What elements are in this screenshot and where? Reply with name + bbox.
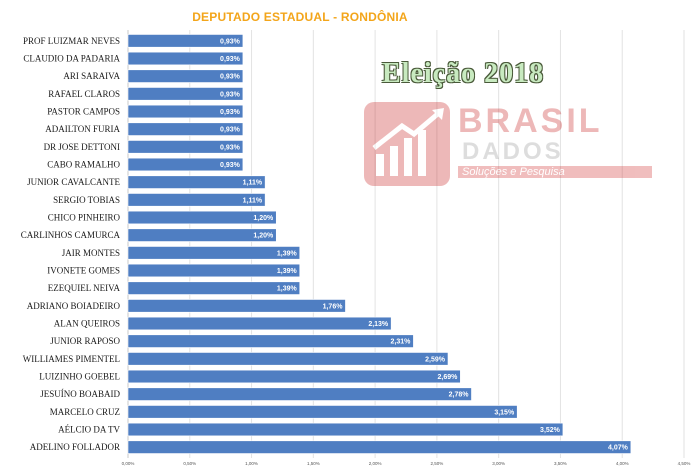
logo-chart-icon [364, 102, 450, 186]
bar [127, 334, 414, 348]
bar-value-label: 1,20% [253, 233, 274, 240]
bar [127, 422, 564, 437]
category-label: ADELINO FOLLADOR [30, 442, 120, 452]
bar-value-label: 1,11% [243, 180, 263, 187]
bar [127, 281, 301, 295]
x-tick-label: 2,00% [369, 461, 382, 466]
bar-value-label: 0,93% [220, 74, 241, 81]
bars: 0,93% 0,93% 0,93% 0,93% 0,93% 0,93% 0,93% 0,93%… [127, 34, 632, 454]
bar [127, 157, 244, 172]
bar-value-label: 2,69% [438, 374, 459, 381]
bar-value-label: 2,78% [449, 392, 470, 399]
bar [127, 193, 266, 207]
bar [127, 51, 244, 66]
bar-value-label: 2,59% [425, 356, 446, 363]
x-tick-label: 0,00% [122, 461, 135, 466]
category-label: CARLINHOS CAMURCA [21, 230, 121, 240]
election-year-overlay: Eleição 2018 [382, 58, 545, 89]
category-label: JESUÍNO BOABAID [40, 389, 120, 399]
category-label: PASTOR CAMPOS [47, 107, 120, 117]
bar-value-label: 0,93% [220, 91, 241, 98]
bar [127, 87, 244, 101]
bar [127, 299, 346, 313]
chart-title: DEPUTADO ESTADUAL - RONDÔNIA [192, 10, 408, 24]
bar-value-label: 1,39% [277, 286, 298, 293]
bar-value-label: 0,93% [220, 162, 241, 169]
category-label: JUNIOR CAVALCANTE [27, 177, 120, 187]
category-label: PROF LUIZMAR NEVES [23, 36, 120, 46]
bar [127, 122, 244, 136]
bar [127, 104, 244, 119]
category-label: CLAUDIO DA PADARIA [23, 54, 120, 64]
bar [127, 69, 244, 83]
category-label: ALAN QUEIROS [54, 319, 120, 329]
bar-value-label: 1,76% [323, 303, 344, 310]
bar-value-label: 3,15% [494, 409, 515, 416]
category-label: ADRIANO BOIADEIRO [27, 301, 121, 311]
category-label: ARI SARAIVA [63, 71, 120, 81]
x-axis-ticks: 0,00% 0,50% 1,00% 1,50% 2,00% 2,50% 3,00% 3,50%… [122, 461, 691, 466]
category-label: CABO RAMALHO [47, 160, 120, 170]
category-label: MARCELO CRUZ [50, 407, 120, 417]
category-labels: PROF LUIZMAR NEVES CLAUDIO DA PADARIA ARI … [21, 36, 121, 452]
bar-value-label: 2,31% [391, 339, 412, 346]
bar [127, 369, 461, 384]
bar [127, 175, 266, 189]
brasil-dados-logo: BRASIL DADOS Soluções e Pesquisa [362, 98, 652, 190]
x-tick-label: 3,00% [492, 461, 505, 466]
x-tick-label: 4,00% [616, 461, 629, 466]
category-label: SERGIO TOBIAS [53, 195, 120, 205]
category-label: JAIR MONTES [62, 248, 120, 258]
x-tick-label: 3,50% [554, 461, 567, 466]
x-tick-label: 2,50% [431, 461, 444, 466]
bar [127, 210, 277, 225]
bar-value-label: 1,11% [243, 197, 263, 204]
logo-dados-text: DADOS [462, 138, 564, 165]
bar-value-label: 0,93% [220, 109, 241, 116]
category-label: AÉLCIO DA TV [58, 425, 120, 435]
x-tick-label: 0,50% [183, 461, 196, 466]
bar-value-label: 4,07% [608, 445, 629, 452]
category-label: RAFAEL CLAROS [48, 89, 120, 99]
bar-value-label: 0,93% [220, 127, 241, 134]
category-label: ADAILTON FURIA [45, 124, 120, 134]
x-tick-label: 4,50% [678, 461, 691, 466]
bar [127, 34, 244, 48]
bar-value-label: 0,93% [220, 38, 241, 45]
bar [127, 228, 277, 242]
logo-subtitle: Soluções e Pesquisa [458, 166, 652, 178]
category-label: WILLIAMES PIMENTEL [23, 354, 120, 364]
x-tick-label: 1,50% [307, 461, 320, 466]
bar-value-label: 0,93% [220, 56, 241, 63]
bar-value-label: 3,52% [540, 427, 561, 434]
bar-value-label: 1,20% [253, 215, 274, 222]
bar [127, 140, 244, 154]
bar [127, 440, 632, 454]
bar-value-label: 1,39% [277, 268, 298, 275]
bar [127, 246, 301, 260]
category-label: LUIZINHO GOEBEL [39, 372, 120, 382]
bar [127, 352, 449, 366]
category-label: IVONETE GOMES [47, 266, 120, 276]
category-label: JUNIOR RAPOSO [50, 336, 120, 346]
grid-lines [127, 30, 685, 458]
category-label: DR JOSE DETTONI [44, 142, 120, 152]
logo-brasil-text: BRASIL [458, 102, 603, 140]
bar [127, 405, 518, 419]
bar-value-label: 0,93% [220, 144, 241, 151]
category-label: EZEQUIEL NEIVA [48, 283, 121, 293]
category-label: CHICO PINHEIRO [48, 213, 121, 223]
x-tick-label: 1,00% [245, 461, 258, 466]
bar [127, 263, 301, 278]
bar-value-label: 2,13% [368, 321, 389, 328]
bar [127, 387, 472, 401]
bar [127, 316, 392, 331]
bar-value-label: 1,39% [277, 250, 298, 257]
